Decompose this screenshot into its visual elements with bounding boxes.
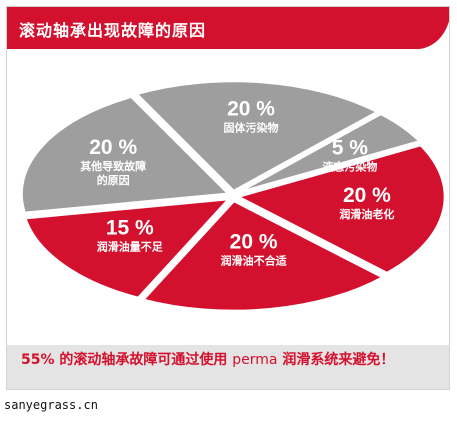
- pie-slice: [134, 79, 381, 193]
- slice-percent-label: 20 %: [230, 231, 278, 254]
- pie-chart-area: 20 % 固体污染物 5 % 液态污染物 20 % 润滑油老化 20 % 润滑油不合适 15 %…: [7, 51, 449, 341]
- infographic-card: 滚动轴承出现故障的原因 20 % 固体污染物 5 % 液态污染物 20 % 润滑油老化 20…: [6, 6, 450, 390]
- caption-text: 55% 的滚动轴承故障可通过使用 perma 润滑系统来避免！: [21, 351, 441, 370]
- slice-percent-label: 5 %: [332, 137, 369, 160]
- pie-slice: [236, 112, 423, 195]
- slice-percent-label: 20 %: [343, 184, 391, 207]
- caption-box: 55% 的滚动轴承故障可通过使用 perma 润滑系统来避免！: [7, 345, 449, 389]
- pie-slice: [234, 143, 447, 275]
- pie-slice: [23, 197, 233, 300]
- slice-percent-label: 15 %: [106, 217, 154, 240]
- title-banner: 滚动轴承出现故障的原因: [7, 7, 449, 49]
- slice-category-label: 固体污染物: [224, 121, 279, 135]
- slice-category-label: 润滑油不合适: [221, 254, 287, 268]
- pie-slice: [20, 95, 232, 215]
- pie-slices: [20, 79, 447, 313]
- slice-category-label: 润滑油老化: [339, 207, 394, 221]
- slice-percent-label: 20 %: [89, 136, 137, 159]
- caption-text-after: 润滑系统来避免！: [277, 352, 395, 368]
- chart-title: 滚动轴承出现故障的原因: [19, 21, 207, 40]
- pie-slice: [140, 199, 386, 313]
- caption-brand: perma: [232, 352, 278, 368]
- slice-category-label: 液态污染物: [322, 160, 377, 174]
- slice-percent-label: 20 %: [227, 98, 275, 121]
- caption-percent: 55%: [21, 352, 55, 368]
- slice-category-label: 润滑油量不足: [97, 240, 164, 254]
- caption-text-before: 的滚动轴承故障可通过使用: [54, 352, 233, 368]
- slice-category-label: 其他导致故障的原因: [80, 159, 146, 187]
- watermark: sanyegrass.cn: [4, 398, 98, 412]
